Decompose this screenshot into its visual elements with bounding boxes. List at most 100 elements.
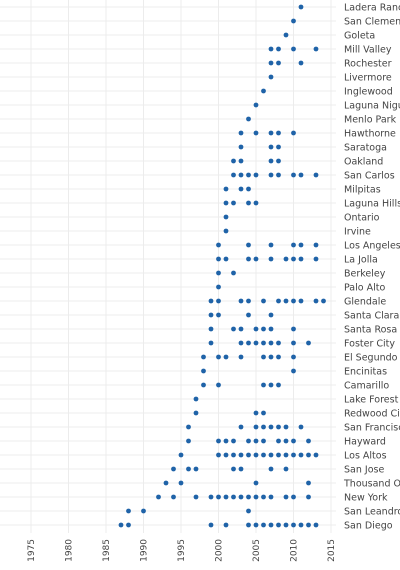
data-point — [246, 172, 251, 178]
data-point — [216, 382, 221, 388]
data-point — [276, 144, 281, 150]
data-point — [238, 354, 244, 360]
data-point — [283, 522, 289, 528]
data-point — [246, 494, 251, 500]
data-point — [141, 508, 146, 514]
y-category-label: Rochester — [344, 58, 392, 69]
y-category-label: Palo Alto — [344, 282, 385, 293]
data-point — [298, 298, 304, 304]
data-point — [306, 522, 311, 528]
data-point — [268, 74, 274, 80]
data-point — [201, 382, 206, 388]
data-point — [216, 494, 221, 500]
data-point — [246, 340, 251, 346]
data-point — [118, 522, 124, 528]
y-category-label: Hayward — [344, 436, 386, 447]
y-axis-labels: Ladera Ranch San Clemente Goleta Mill Valle… — [343, 2, 400, 531]
data-point — [298, 60, 304, 66]
x-axis-ticks: 1975 1980 1985 1990 1995 2000 2005 2010 2015 — [27, 539, 337, 562]
data-point — [208, 522, 214, 528]
data-point — [231, 438, 236, 444]
data-point — [223, 214, 229, 220]
data-point — [193, 494, 199, 500]
y-category-label: Oakland — [344, 156, 383, 167]
y-category-label: Los Angeles — [344, 240, 400, 251]
data-point — [306, 494, 311, 500]
data-point — [261, 452, 266, 458]
data-point — [253, 424, 259, 430]
data-point — [246, 242, 251, 248]
data-point — [268, 312, 274, 318]
data-point — [291, 494, 296, 500]
data-point — [208, 312, 214, 318]
data-point — [253, 172, 259, 178]
data-point — [306, 340, 311, 346]
data-point — [253, 326, 259, 332]
data-point — [216, 438, 221, 444]
y-category-label: Santa Rosa — [344, 324, 397, 335]
data-point — [291, 452, 296, 458]
y-category-label: Menlo Park — [344, 114, 397, 125]
data-point — [276, 382, 281, 388]
data-point — [313, 522, 319, 528]
data-point — [171, 466, 176, 472]
data-point — [231, 270, 236, 276]
data-point — [201, 354, 206, 360]
data-point — [216, 312, 221, 318]
data-point — [261, 88, 266, 94]
data-point — [261, 326, 266, 332]
y-category-label: Ladera Ranch — [344, 2, 400, 13]
y-category-label: Encinitas — [344, 366, 387, 377]
data-point — [216, 256, 221, 262]
y-category-label: Foster City — [344, 338, 395, 349]
data-point — [313, 298, 319, 304]
data-point — [306, 438, 311, 444]
data-point — [223, 228, 229, 234]
data-point — [238, 186, 244, 192]
data-point — [216, 452, 221, 458]
data-point — [298, 4, 304, 10]
data-point — [291, 326, 296, 332]
data-point — [216, 354, 221, 360]
data-point — [216, 242, 221, 248]
data-point — [276, 452, 281, 458]
data-point — [253, 522, 259, 528]
data-point — [223, 494, 229, 500]
data-point — [291, 340, 296, 346]
data-point — [253, 200, 259, 206]
x-tick-label: 2010 — [290, 539, 300, 562]
data-point — [246, 508, 251, 514]
y-category-label: Lake Forest — [344, 394, 399, 405]
data-point — [223, 256, 229, 262]
data-point — [268, 494, 274, 500]
data-point — [268, 60, 274, 66]
data-point — [208, 298, 214, 304]
data-point — [246, 186, 251, 192]
data-point — [246, 452, 251, 458]
data-point — [193, 466, 199, 472]
data-point — [276, 438, 281, 444]
data-point — [298, 452, 304, 458]
y-category-label: Saratoga — [344, 142, 387, 153]
data-point — [238, 172, 244, 178]
y-category-label: Ontario — [344, 212, 380, 223]
data-point — [178, 480, 184, 486]
y-category-label: Santa Clara — [344, 310, 399, 321]
data-point — [261, 438, 266, 444]
data-point — [298, 424, 304, 430]
y-category-label: San Clemente — [344, 16, 400, 27]
data-point — [223, 522, 229, 528]
data-point — [313, 242, 319, 248]
data-point — [321, 298, 326, 304]
data-point — [306, 452, 311, 458]
data-point — [231, 172, 236, 178]
data-point — [253, 438, 259, 444]
y-category-label: Laguna Hills — [344, 198, 400, 209]
data-point — [283, 494, 289, 500]
y-category-label: Camarillo — [344, 380, 389, 391]
data-point — [276, 340, 281, 346]
data-point — [276, 46, 281, 52]
data-point — [223, 452, 229, 458]
data-point — [238, 130, 244, 136]
x-tick-label: 1985 — [102, 539, 112, 562]
